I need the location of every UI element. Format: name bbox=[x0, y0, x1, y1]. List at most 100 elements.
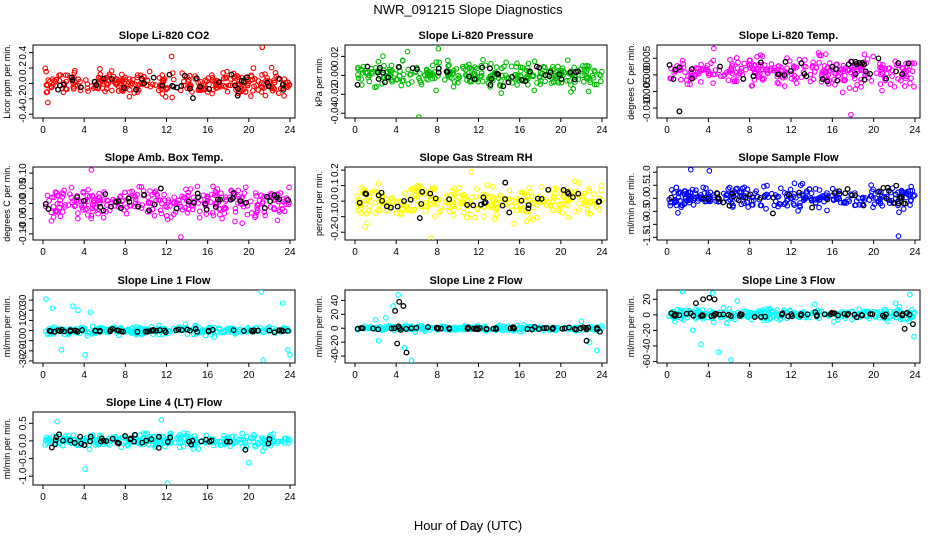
data-point bbox=[518, 205, 524, 212]
data-point-black bbox=[803, 73, 810, 80]
y-tick-label: -60 bbox=[642, 354, 653, 369]
data-point bbox=[589, 72, 596, 79]
data-point bbox=[422, 328, 428, 335]
data-point-black bbox=[571, 76, 578, 83]
data-point-black bbox=[425, 324, 431, 330]
data-point-black bbox=[362, 190, 369, 197]
data-point bbox=[84, 85, 91, 92]
data-point bbox=[163, 213, 170, 219]
y-axis-label: ml/min per min. bbox=[626, 296, 636, 358]
data-point bbox=[118, 202, 124, 209]
data-point-black bbox=[443, 68, 450, 75]
data-point bbox=[85, 186, 92, 193]
data-point bbox=[195, 446, 202, 452]
data-point-black bbox=[280, 86, 287, 93]
data-point bbox=[694, 308, 701, 314]
data-point bbox=[764, 69, 771, 75]
data-point bbox=[275, 90, 282, 97]
data-point bbox=[903, 75, 909, 82]
data-point bbox=[846, 85, 853, 91]
x-tick-label: 0 bbox=[664, 247, 670, 258]
data-point-black bbox=[156, 327, 163, 334]
data-point bbox=[732, 316, 738, 323]
data-point-black bbox=[899, 312, 906, 319]
data-point bbox=[562, 201, 569, 207]
y-tick-label: 0 bbox=[642, 312, 653, 318]
data-point bbox=[284, 79, 291, 86]
data-point bbox=[812, 186, 819, 192]
data-point bbox=[560, 200, 566, 207]
data-point-black bbox=[543, 325, 550, 331]
data-point bbox=[152, 82, 159, 88]
data-point bbox=[158, 85, 164, 92]
data-point bbox=[222, 83, 229, 90]
data-point bbox=[239, 430, 246, 437]
data-point-black bbox=[559, 325, 566, 332]
data-point-black bbox=[159, 82, 166, 89]
data-point-black bbox=[502, 196, 509, 203]
data-point bbox=[47, 331, 53, 337]
y-tick-label: 0.00 bbox=[18, 193, 29, 213]
data-point bbox=[871, 201, 878, 207]
panel-title: Slope Sample Flow bbox=[738, 152, 839, 164]
data-point bbox=[103, 80, 110, 87]
panel-10: Slope Line 4 (LT) Flow 0 4 8 12 16 20 24 -1.0-0.… bbox=[2, 397, 296, 503]
y-tick-label: -40 bbox=[330, 348, 341, 363]
data-point bbox=[69, 303, 76, 310]
data-point bbox=[553, 185, 560, 192]
data-point-black bbox=[492, 325, 499, 332]
data-point bbox=[44, 99, 51, 106]
x-tick-label: 20 bbox=[868, 125, 880, 136]
data-point-black bbox=[495, 71, 502, 78]
x-tick-label: 0 bbox=[40, 370, 46, 381]
data-point-black bbox=[432, 195, 439, 202]
data-point bbox=[824, 207, 830, 214]
data-point-black bbox=[354, 325, 361, 332]
data-point bbox=[770, 312, 776, 319]
data-point-black bbox=[859, 60, 866, 66]
data-point bbox=[181, 82, 187, 89]
data-point bbox=[423, 208, 429, 214]
data-point-black bbox=[853, 314, 860, 321]
data-point bbox=[755, 310, 761, 317]
data-point bbox=[196, 214, 203, 221]
plot-frame bbox=[656, 166, 921, 241]
data-point bbox=[209, 209, 216, 216]
data-point bbox=[409, 208, 416, 215]
x-tick-label: 20 bbox=[868, 370, 880, 381]
data-point bbox=[587, 79, 594, 86]
data-point-black bbox=[376, 64, 383, 71]
data-point bbox=[271, 79, 278, 86]
data-point bbox=[876, 61, 883, 67]
data-point bbox=[572, 79, 578, 85]
data-point-black bbox=[58, 326, 65, 333]
data-point bbox=[450, 202, 457, 209]
data-point-black bbox=[596, 328, 603, 335]
data-point bbox=[911, 83, 917, 90]
data-point bbox=[879, 193, 885, 199]
points-layer bbox=[354, 292, 605, 363]
data-point bbox=[259, 71, 265, 78]
data-point-black bbox=[824, 78, 831, 85]
data-point-black bbox=[886, 187, 892, 194]
y-tick-label: 0.0 bbox=[18, 434, 29, 448]
data-point bbox=[389, 77, 395, 83]
data-point bbox=[695, 70, 702, 77]
data-point bbox=[57, 200, 63, 207]
data-point-black bbox=[157, 185, 164, 192]
y-tick-label: 40 bbox=[330, 294, 341, 306]
data-point bbox=[87, 309, 94, 316]
x-tick-label: 24 bbox=[284, 492, 296, 503]
data-point bbox=[375, 189, 381, 196]
data-point bbox=[456, 185, 463, 191]
x-tick-label: 4 bbox=[706, 247, 712, 258]
data-point bbox=[176, 201, 183, 207]
y-axis-label: percent per min. bbox=[314, 171, 324, 236]
data-point bbox=[220, 75, 227, 82]
data-point-black bbox=[192, 325, 199, 332]
data-point-black bbox=[856, 60, 863, 66]
x-tick-label: 24 bbox=[909, 247, 921, 258]
data-point bbox=[834, 196, 840, 202]
x-tick-label: 4 bbox=[393, 125, 399, 136]
data-point bbox=[591, 191, 597, 197]
